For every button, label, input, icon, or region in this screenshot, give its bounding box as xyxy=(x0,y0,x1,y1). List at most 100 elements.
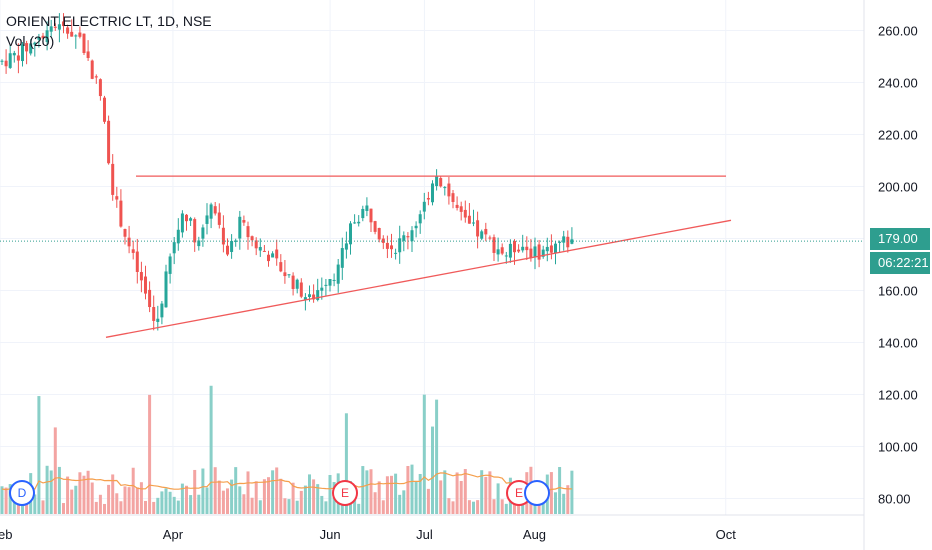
candle-body xyxy=(25,43,29,52)
candle-body xyxy=(439,178,443,187)
candle-body xyxy=(98,79,102,97)
candle-body xyxy=(152,307,156,321)
volume-bar xyxy=(213,467,217,514)
candle-body xyxy=(414,225,418,229)
candle-body xyxy=(459,206,463,212)
volume-bar xyxy=(308,474,311,514)
volume-bar xyxy=(74,485,78,514)
candle-body xyxy=(197,240,201,247)
price-tick-label: 220.00 xyxy=(878,128,918,143)
volume-bar xyxy=(103,503,106,514)
volume-bar xyxy=(139,482,143,514)
price-tick-label: 80.00 xyxy=(878,492,911,507)
volume-bar xyxy=(37,396,41,514)
event-marker[interactable]: D xyxy=(9,480,35,506)
candle-body xyxy=(410,230,414,242)
candle-body xyxy=(496,249,500,255)
volume-bar xyxy=(373,492,377,514)
candle-body xyxy=(476,220,480,237)
candle-body xyxy=(8,53,12,68)
candle-body xyxy=(123,229,127,237)
candle-body xyxy=(295,279,299,289)
candle-body xyxy=(566,236,570,248)
volume-bar xyxy=(172,496,176,514)
volume-bar xyxy=(238,486,242,514)
candle-body xyxy=(135,251,139,272)
candle-body xyxy=(467,215,471,224)
candle-body xyxy=(504,255,508,257)
volume-bar xyxy=(0,486,4,514)
time-tick-label: Jul xyxy=(416,527,433,542)
candle-body xyxy=(185,214,188,222)
volume-bar xyxy=(62,503,65,514)
candle-body xyxy=(131,249,135,253)
candle-body xyxy=(554,243,557,254)
candle-body xyxy=(357,221,361,224)
candle-body xyxy=(250,236,254,241)
candle-body xyxy=(525,246,529,251)
volume-bar xyxy=(492,499,496,514)
candle-body xyxy=(37,36,41,40)
candle-body xyxy=(262,250,266,252)
price-tick-label: 240.00 xyxy=(878,76,918,91)
candle-body xyxy=(537,244,541,260)
candle-body xyxy=(340,248,344,268)
volume-bar xyxy=(324,501,328,514)
volume-bar xyxy=(484,476,488,514)
volume-bar xyxy=(275,467,279,514)
candle-body xyxy=(180,213,184,233)
candle-body xyxy=(418,214,422,224)
candle-body xyxy=(299,282,303,297)
price-tick-label: 260.00 xyxy=(878,24,918,39)
candle-body xyxy=(209,204,213,219)
volume-bar xyxy=(566,485,570,514)
candle-body xyxy=(402,235,406,241)
candle-body xyxy=(115,196,119,200)
volume-bar xyxy=(381,500,385,514)
volume-bar xyxy=(480,470,484,514)
time-tick-label: eb xyxy=(0,527,12,542)
candle-body xyxy=(267,254,270,262)
candle-body xyxy=(545,246,549,252)
candle-body xyxy=(205,215,209,224)
volume-indicator-label[interactable]: Vol (20) xyxy=(6,33,55,49)
candle-body xyxy=(29,43,33,54)
volume-bar xyxy=(500,499,504,514)
volume-bar xyxy=(176,500,180,514)
volume-bar xyxy=(148,394,152,514)
candle-body xyxy=(472,222,475,224)
volume-bar xyxy=(267,477,270,514)
volume-bar xyxy=(262,479,266,514)
volume-bar xyxy=(209,385,213,514)
volume-bar xyxy=(295,500,299,514)
volume-bar xyxy=(279,478,283,514)
symbol-title[interactable]: ORIENT ELECTRIC LT, 1D, NSE xyxy=(6,13,212,29)
volume-bar xyxy=(422,394,426,514)
candle-body xyxy=(176,229,180,244)
ascending-trendline[interactable] xyxy=(105,219,732,338)
volume-bar xyxy=(439,480,443,514)
volume-bar xyxy=(98,494,102,514)
price-tick-label: 140.00 xyxy=(878,336,918,351)
volume-bar xyxy=(554,492,557,514)
candle-body xyxy=(365,205,369,211)
candle-body xyxy=(431,183,434,203)
candle-body xyxy=(94,76,98,78)
volume-bar xyxy=(447,498,451,514)
event-marker[interactable]: E xyxy=(332,480,358,506)
volume-bar xyxy=(205,487,209,514)
volume-bar xyxy=(463,469,467,514)
volume-bar xyxy=(328,475,332,514)
event-marker[interactable] xyxy=(524,480,550,506)
volume-bar xyxy=(189,495,193,514)
time-axis[interactable]: eb Apr Jun Jul Aug Oct xyxy=(0,527,736,542)
candle-body xyxy=(70,31,74,37)
volume-bar xyxy=(426,488,430,514)
candle-body xyxy=(291,275,295,289)
volume-bar xyxy=(246,471,250,514)
candle-body xyxy=(221,227,225,245)
candle-body xyxy=(463,209,467,218)
volume-bar xyxy=(472,501,475,514)
candle-body xyxy=(426,197,430,200)
